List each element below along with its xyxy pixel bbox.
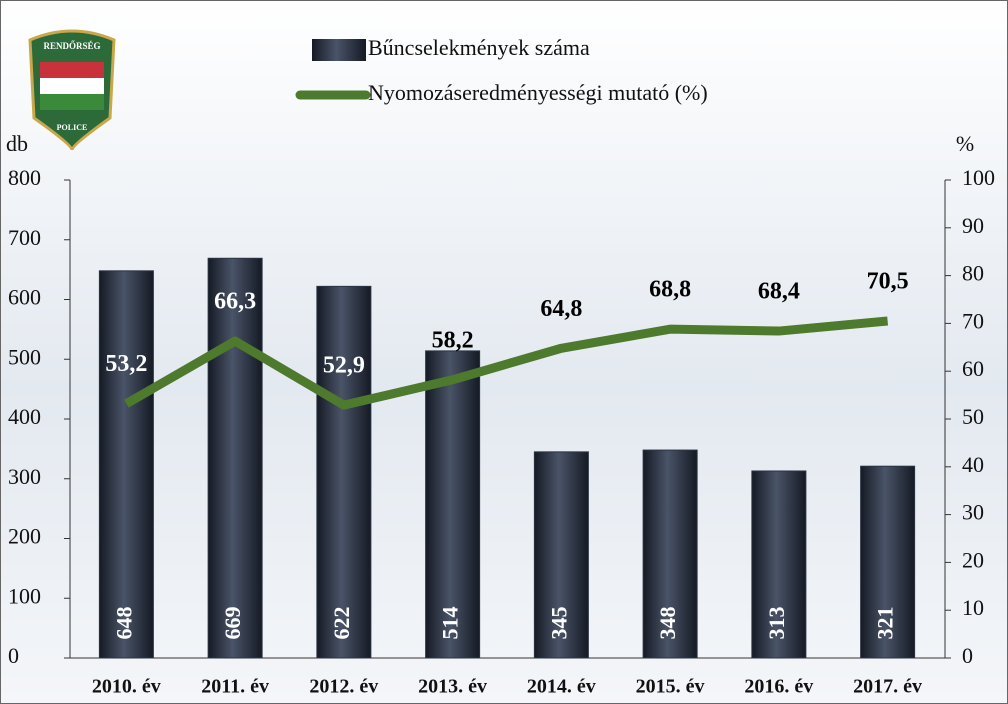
x-tick-label: 2015. év: [636, 676, 705, 698]
line-label: 70,5: [867, 269, 909, 295]
x-tick-label: 2014. év: [527, 676, 596, 698]
y-tick-label: 800: [8, 165, 41, 190]
bar-label: 622: [329, 607, 354, 640]
y-tick-label: 200: [8, 524, 41, 549]
bar: [98, 270, 154, 659]
bar-label: 514: [438, 607, 463, 640]
y2-tick-label: 90: [962, 213, 984, 238]
bar-label: 313: [764, 607, 789, 640]
bar-label: 669: [220, 607, 245, 640]
line-label: 68,4: [758, 279, 800, 305]
logo-stripe: [40, 94, 104, 110]
y-tick-label: 600: [8, 285, 41, 310]
bar: [207, 257, 263, 659]
bar-label: 345: [546, 607, 571, 640]
bar-label: 348: [655, 607, 680, 640]
bar: [533, 451, 589, 659]
y-tick-label: 500: [8, 344, 41, 369]
y2-tick-label: 10: [962, 595, 984, 620]
x-tick-label: 2011. év: [201, 676, 269, 698]
legend-label: Nyomozáseredményességi mutató (%): [368, 80, 708, 105]
bar: [860, 465, 916, 659]
bar: [316, 285, 372, 659]
logo-stripe: [40, 62, 104, 78]
bar: [425, 350, 481, 659]
logo-top: RENDŐRSÉG: [43, 41, 100, 51]
line-label: 52,9: [323, 353, 365, 379]
bar: [642, 449, 698, 659]
y2-tick-label: 0: [962, 643, 973, 668]
logo-bottom: POLICE: [57, 123, 88, 132]
y2-tick-label: 100: [962, 165, 995, 190]
legend-swatch: [312, 39, 366, 61]
x-tick-label: 2017. év: [853, 676, 922, 698]
y-tick-label: 100: [8, 583, 41, 608]
bar-label: 321: [873, 607, 898, 640]
bar-label: 648: [111, 607, 136, 640]
line-label: 58,2: [432, 327, 474, 353]
x-tick-label: 2016. év: [744, 676, 813, 698]
y2-axis-label: %: [956, 131, 974, 156]
logo-stripe: [40, 78, 104, 94]
y-axis-label: db: [6, 131, 28, 156]
y2-tick-label: 50: [962, 404, 984, 429]
logo: RENDŐRSÉG POLICE: [28, 29, 116, 151]
y2-tick-label: 80: [962, 261, 984, 286]
y-tick-label: 400: [8, 404, 41, 429]
y2-tick-label: 30: [962, 500, 984, 525]
bar: [751, 470, 807, 659]
y-tick-label: 300: [8, 464, 41, 489]
x-tick-label: 2013. év: [418, 676, 487, 698]
line-label: 53,2: [105, 351, 147, 377]
y2-tick-label: 40: [962, 452, 984, 477]
y2-tick-label: 20: [962, 547, 984, 572]
x-tick-label: 2010. év: [92, 676, 161, 698]
line-label: 68,8: [649, 277, 691, 303]
legend-label: Bűncselekmények száma: [368, 35, 590, 60]
y2-tick-label: 70: [962, 308, 984, 333]
y2-tick-label: 60: [962, 356, 984, 381]
line: [124, 316, 889, 410]
y-tick-label: 700: [8, 225, 41, 250]
x-tick-label: 2012. év: [309, 676, 378, 698]
y-tick-label: 0: [8, 643, 19, 668]
line-label: 66,3: [214, 289, 256, 315]
line-label: 64,8: [540, 296, 582, 322]
